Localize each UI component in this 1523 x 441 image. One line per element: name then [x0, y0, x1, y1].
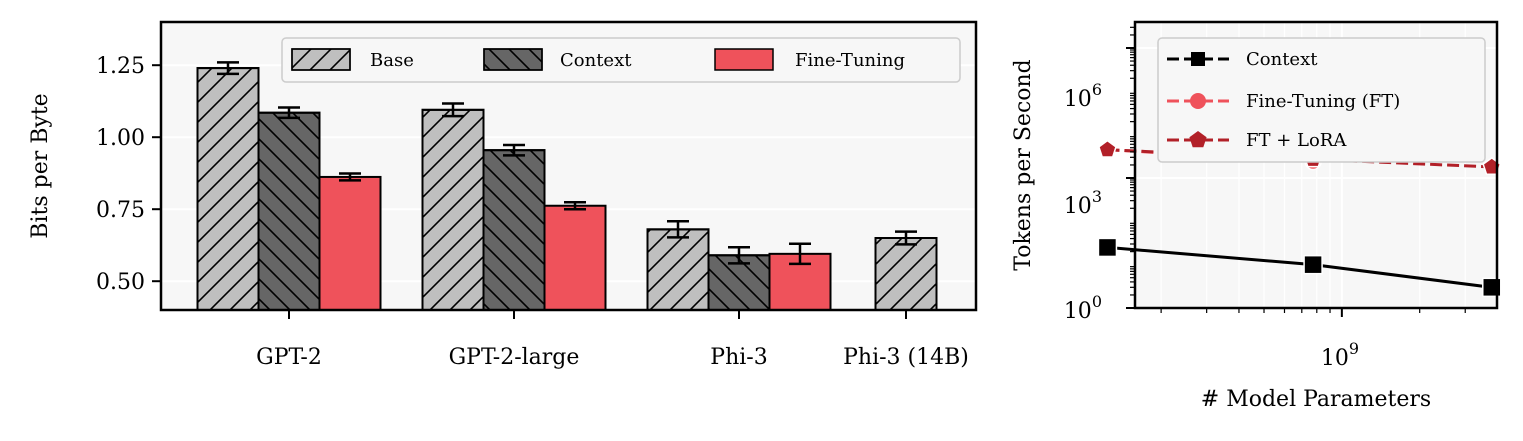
bar-fine-tuning	[543, 204, 607, 311]
legend-entry-base: Base	[291, 48, 414, 71]
bar-y-tick-label: 0.75	[96, 198, 145, 223]
bar-hatch	[707, 254, 771, 311]
bar-hatch	[421, 108, 485, 311]
legend-label-context: Context	[560, 50, 632, 71]
legend-entry-fine-tuning: Fine-Tuning	[714, 48, 905, 71]
line-legend-frame	[1157, 37, 1486, 163]
line-x-axis-title: # Model Parameters	[1201, 387, 1431, 412]
bar-y-ticks: 0.50 0.75 1.00 1.25	[96, 54, 161, 295]
line-legend: Context Fine-Tuning (FT) FT + LoRA	[1157, 37, 1486, 163]
bar-x-tick-label: Phi-3 (14B)	[843, 345, 969, 370]
legend-label-fine-tuning-line: Fine-Tuning (FT)	[1246, 91, 1400, 112]
legend-swatch-context-hatch	[483, 48, 543, 71]
bar-hatch	[874, 237, 938, 311]
bar-chart: 0.50 0.75 1.00 1.25 GPT-2 GPT-2-large Phi-3 Ph…	[28, 20, 978, 370]
y-tick-label-1e3: 103	[1064, 187, 1102, 219]
line-chart: 100 103 106 109 # Model Parameters Token…	[1011, 20, 1502, 412]
legend-swatch-fine-tuning	[714, 48, 774, 71]
y-tick-label-1e6: 106	[1064, 80, 1102, 112]
bar-hatch	[196, 67, 260, 311]
bar-x-ticks: GPT-2 GPT-2-large Phi-3 Phi-3 (14B)	[256, 310, 969, 370]
legend-label-ft-lora: FT + LoRA	[1246, 130, 1347, 151]
bar-x-tick-label: Phi-3	[710, 345, 767, 370]
legend-label-context-line: Context	[1246, 49, 1318, 70]
bar-x-tick-label: GPT-2-large	[449, 345, 580, 370]
bar-plot-frame	[159, 20, 978, 312]
bar-y-tick-label: 1.25	[96, 54, 145, 79]
legend-entry-ft-lora: FT + LoRA	[1167, 130, 1347, 151]
bar-x-tick-label: GPT-2	[256, 345, 322, 370]
bar-hatch	[646, 228, 710, 311]
bar-y-tick-label: 0.50	[96, 270, 145, 295]
bar-fine-tuning	[318, 175, 382, 311]
legend-entry-context-line: Context	[1167, 49, 1318, 70]
legend-label-fine-tuning: Fine-Tuning	[795, 50, 905, 71]
line-axis-ticks	[1126, 26, 1466, 317]
legend-marker-ft-lora	[1189, 131, 1207, 148]
legend-marker-fine-tuning	[1190, 93, 1206, 109]
bar-legend-frame	[281, 37, 961, 83]
bar-y-axis-title: Bits per Byte	[28, 93, 53, 238]
y-tick-label-1e0: 100	[1064, 292, 1102, 324]
legend-entry-fine-tuning-line: Fine-Tuning (FT)	[1167, 91, 1400, 112]
legend-swatch-base-hatch	[291, 48, 351, 71]
bar-y-tick-label: 1.00	[96, 126, 145, 151]
bar-hatch	[482, 149, 546, 311]
legend-marker-context	[1191, 52, 1205, 66]
point-context	[1303, 254, 1323, 275]
line-y-axis-title: Tokens per Second	[1011, 59, 1036, 271]
point-context	[1097, 237, 1118, 258]
bar-legend: Base Context Fine-Tuning	[281, 37, 961, 83]
bar-hatch	[257, 111, 321, 311]
line-y-tick-labels: 100 103 106	[1064, 80, 1102, 324]
point-ft-lora	[1098, 139, 1117, 158]
legend-label-base: Base	[370, 50, 414, 71]
legend-entry-context: Context	[483, 48, 632, 71]
x-tick-label-1e9: 109	[1321, 339, 1359, 371]
